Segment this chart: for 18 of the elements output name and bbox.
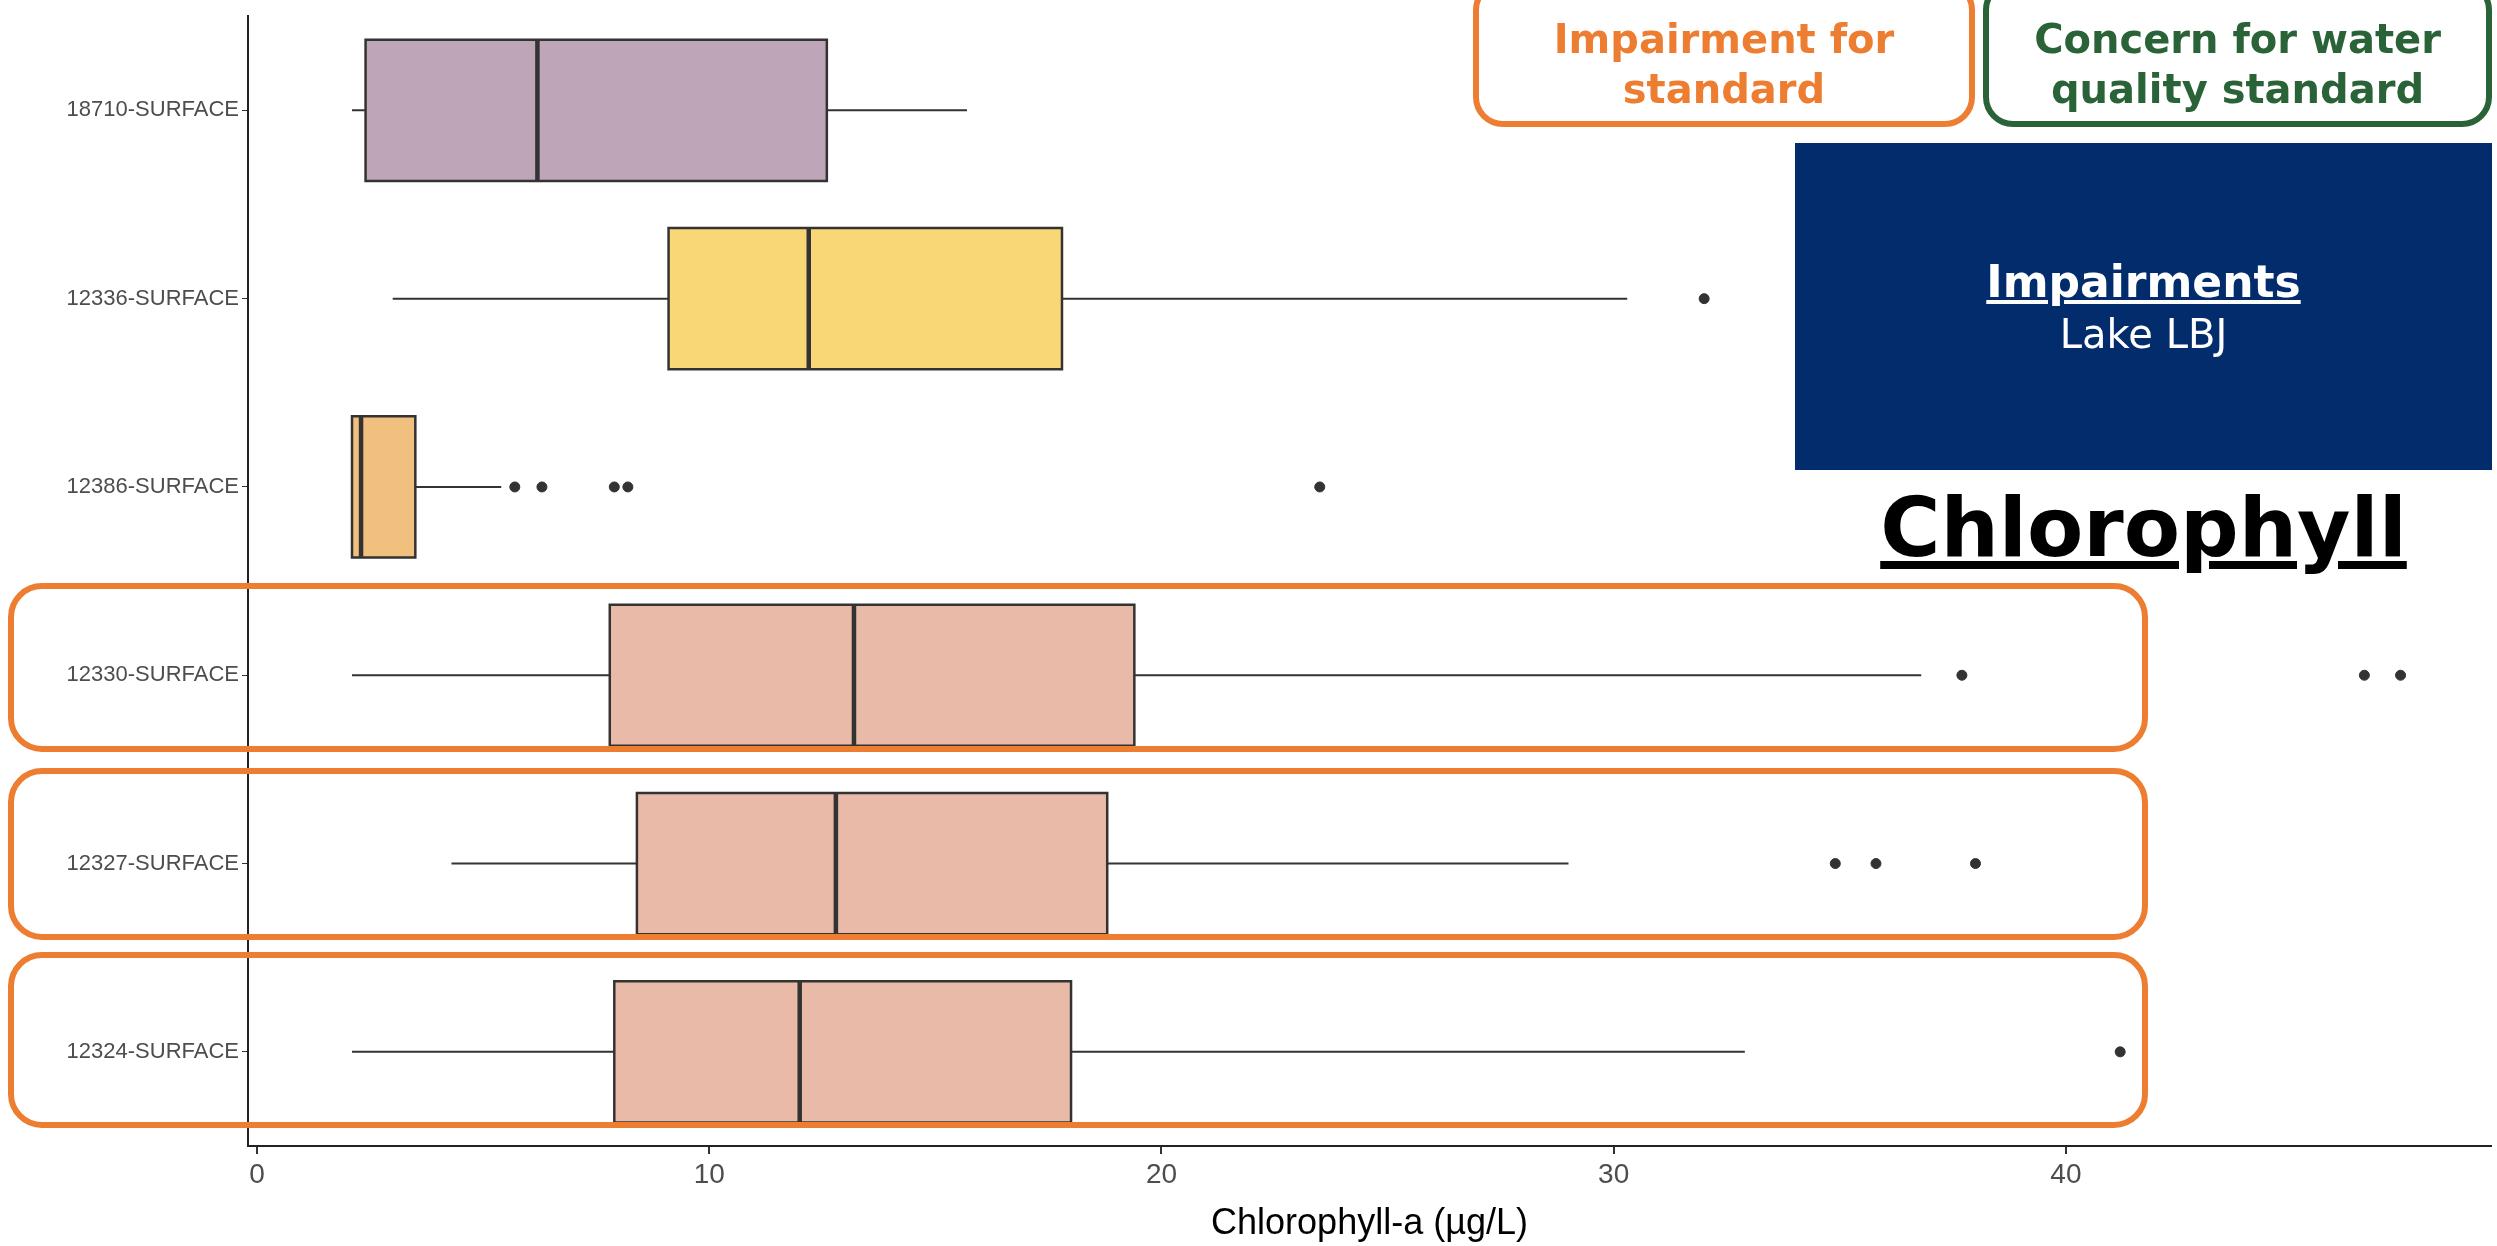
y-tick-label: 12327-SURFACE bbox=[66, 849, 239, 875]
y-tick-label: 18710-SURFACE bbox=[66, 96, 239, 122]
text: Chlorophyll bbox=[1879, 479, 2408, 577]
annotation: Lake LBJ bbox=[2059, 310, 2228, 359]
x-tick-label: 0 bbox=[249, 1157, 265, 1189]
x-tick-label: 20 bbox=[1145, 1157, 1178, 1189]
x-tick-label: 40 bbox=[2050, 1157, 2082, 1189]
y-tick-label: 12324-SURFACE bbox=[66, 1037, 239, 1063]
y-tick-label: 12336-SURFACE bbox=[66, 284, 239, 310]
annotation: Impairments bbox=[1986, 255, 2301, 309]
x-tick-label: 30 bbox=[1598, 1157, 1630, 1189]
annotation: Concern for water quality standard bbox=[2033, 14, 2442, 114]
x-axis-title: Chlorophyll-a (µg/L) bbox=[1211, 1201, 1528, 1243]
y-tick-label: 12386-SURFACE bbox=[66, 473, 239, 499]
annotation: Impairment for standard bbox=[1552, 14, 1896, 114]
y-tick-label: 12330-SURFACE bbox=[66, 661, 239, 687]
heading-panel: Impairments Lake LBJ bbox=[1795, 143, 2492, 470]
x-tick-label: 10 bbox=[693, 1157, 725, 1189]
